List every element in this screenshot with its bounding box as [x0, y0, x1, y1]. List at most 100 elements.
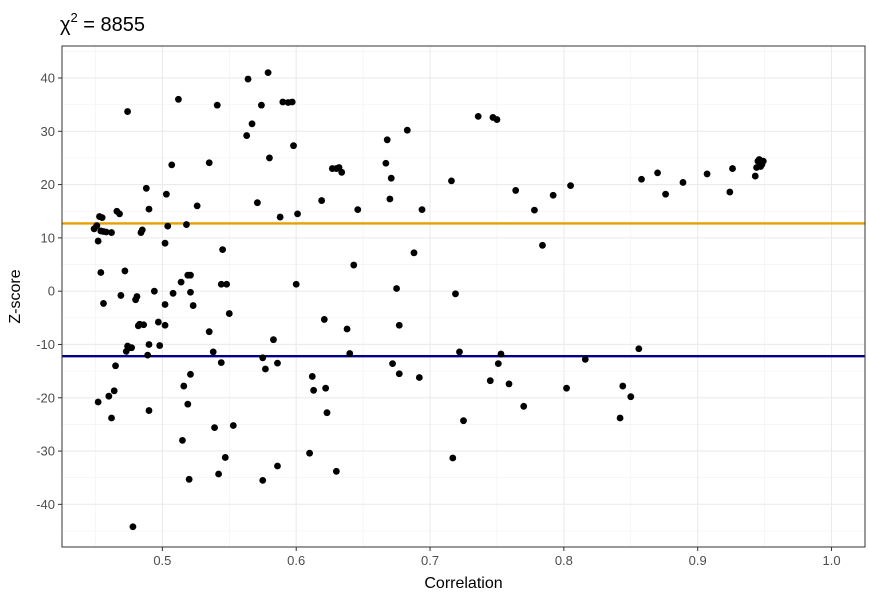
y-tick-label: -30 [36, 444, 55, 459]
x-axis-ticks: 0.5 0.6 0.7 0.8 0.9 1.0 [153, 547, 841, 568]
data-point [168, 161, 176, 169]
data-point [140, 321, 148, 329]
data-point [169, 289, 177, 297]
data-point [124, 108, 131, 115]
data-point [189, 302, 197, 309]
x-tick-label: 0.9 [689, 553, 707, 568]
data-point [415, 374, 423, 381]
data-point [382, 159, 390, 167]
data-point [205, 159, 213, 167]
data-point [264, 69, 272, 77]
data-point [288, 98, 296, 106]
data-point [229, 422, 237, 429]
data-point [94, 398, 102, 406]
data-point [98, 214, 106, 222]
data-point [729, 165, 736, 172]
data-point [306, 449, 313, 457]
data-point [161, 301, 169, 308]
data-point [410, 249, 418, 257]
data-point [581, 355, 589, 363]
data-point [531, 206, 538, 214]
data-point [108, 414, 115, 422]
data-point [486, 377, 494, 385]
data-point [567, 182, 574, 190]
data-point [145, 205, 153, 213]
data-point [94, 237, 102, 245]
data-point [274, 359, 281, 367]
data-point [759, 157, 767, 165]
chart-title: χ2 = 8855 [60, 10, 145, 36]
plot-border [61, 45, 866, 548]
data-point [110, 387, 118, 395]
data-point [627, 393, 635, 401]
data-point [215, 470, 222, 478]
data-point [449, 454, 457, 462]
data-point [679, 179, 687, 186]
data-point [493, 116, 501, 123]
data-point [205, 328, 213, 336]
data-point [144, 351, 152, 359]
y-tick-label: 0 [48, 284, 55, 299]
data-point [108, 229, 115, 236]
data-point [187, 288, 194, 296]
data-point [290, 142, 297, 150]
data-point [187, 271, 194, 279]
data-point [460, 417, 467, 425]
data-point [213, 101, 221, 109]
data-point [274, 462, 281, 470]
data-point [133, 293, 141, 300]
y-tick-label: -10 [36, 337, 55, 352]
x-tick-label: 0.8 [555, 553, 573, 568]
data-point [703, 170, 711, 178]
y-axis-title: Z-score [7, 269, 24, 323]
data-point [161, 321, 169, 329]
data-point [185, 475, 193, 483]
data-point [175, 95, 182, 103]
data-point [350, 261, 358, 269]
data-point [616, 414, 624, 422]
data-point [217, 280, 225, 288]
data-point [183, 221, 190, 228]
data-point [97, 269, 105, 276]
data-point [389, 360, 396, 368]
data-point [619, 382, 627, 390]
data-point [320, 316, 328, 323]
data-point [751, 172, 759, 180]
data-point [294, 210, 301, 218]
y-tick-label: -40 [36, 497, 55, 512]
data-point [209, 348, 217, 356]
data-point [386, 195, 394, 203]
data-point [248, 120, 256, 128]
data-point [338, 168, 346, 176]
data-point [346, 350, 354, 357]
y-tick-label: 20 [41, 177, 55, 192]
plot-panel [62, 46, 865, 547]
y-tick-label: 10 [41, 230, 55, 245]
data-point [452, 290, 459, 298]
chart-title-rest: = 8855 [78, 14, 145, 36]
data-point [332, 467, 340, 475]
data-point [259, 476, 267, 484]
data-point [279, 98, 287, 106]
data-point [154, 318, 162, 326]
data-point [121, 267, 129, 275]
y-axis-ticks: -40 -30 -20 -10 0 10 20 30 40 [36, 70, 62, 512]
data-point [138, 226, 146, 234]
x-tick-label: 0.6 [287, 553, 305, 568]
data-point [164, 222, 172, 230]
data-point [259, 354, 267, 362]
data-point [223, 280, 231, 288]
data-point [418, 206, 426, 214]
data-point [318, 197, 326, 204]
x-tick-label: 0.5 [153, 553, 171, 568]
data-point [145, 407, 153, 414]
data-point [117, 292, 125, 299]
data-point [262, 365, 269, 373]
data-point [219, 246, 227, 253]
data-point [266, 154, 273, 162]
data-point [474, 112, 482, 120]
data-point [505, 380, 513, 388]
data-point [354, 206, 362, 214]
data-point [549, 191, 557, 199]
